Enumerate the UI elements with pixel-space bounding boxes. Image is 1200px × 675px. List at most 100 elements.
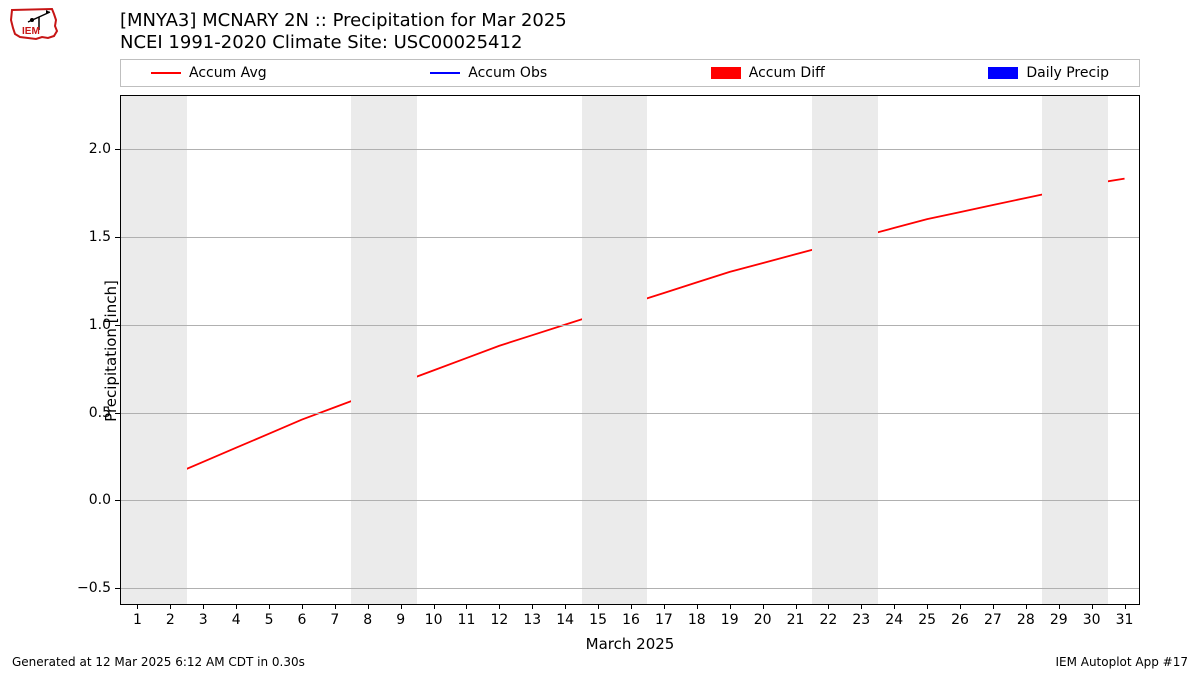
x-tick-label: 2 [166,612,175,628]
x-tick-mark [368,604,369,609]
x-tick-label: 28 [1017,612,1035,628]
x-tick-mark [763,604,764,609]
x-tick-mark [796,604,797,609]
x-tick-label: 18 [688,612,706,628]
gridline [121,325,1139,326]
legend-item: Daily Precip [988,65,1109,81]
x-tick-label: 6 [297,612,306,628]
x-tick-label: 26 [951,612,969,628]
x-tick-mark [664,604,665,609]
gridline [121,500,1139,501]
legend-item: Accum Obs [430,65,547,81]
x-tick-label: 16 [622,612,640,628]
x-tick-mark [137,604,138,609]
x-tick-mark [927,604,928,609]
x-tick-mark [730,604,731,609]
x-tick-label: 24 [885,612,903,628]
x-tick-mark [1026,604,1027,609]
chart-title-line2: NCEI 1991-2020 Climate Site: USC00025412 [120,32,567,54]
x-tick-mark [565,604,566,609]
chart-title-block: [MNYA3] MCNARY 2N :: Precipitation for M… [120,10,567,53]
x-tick-label: 21 [787,612,805,628]
x-tick-label: 5 [265,612,274,628]
iem-logo: IEM [8,4,62,54]
x-tick-label: 14 [556,612,574,628]
y-tick-label: 2.0 [89,141,111,157]
x-tick-label: 1 [133,612,142,628]
x-tick-label: 12 [490,612,508,628]
y-tick-label: 1.5 [89,229,111,245]
x-tick-label: 15 [589,612,607,628]
x-tick-label: 19 [721,612,739,628]
x-tick-label: 7 [330,612,339,628]
y-tick-mark [115,237,121,238]
x-tick-label: 27 [984,612,1002,628]
chart-legend: Accum Avg Accum Obs Accum Diff Daily Precip [120,59,1140,87]
x-tick-mark [302,604,303,609]
weekend-band [121,96,187,604]
x-tick-label: 4 [232,612,241,628]
gridline [121,149,1139,150]
x-tick-label: 29 [1050,612,1068,628]
y-tick-mark [115,149,121,150]
x-tick-label: 3 [199,612,208,628]
x-tick-mark [170,604,171,609]
x-tick-label: 23 [852,612,870,628]
x-axis-label: March 2025 [586,635,675,653]
x-tick-label: 9 [396,612,405,628]
x-tick-label: 30 [1083,612,1101,628]
gridline [121,237,1139,238]
x-tick-label: 20 [754,612,772,628]
x-tick-mark [335,604,336,609]
legend-label: Accum Obs [468,65,547,81]
legend-item: Accum Diff [711,65,825,81]
x-tick-label: 22 [819,612,837,628]
legend-line-icon [151,72,181,74]
x-tick-label: 11 [458,612,476,628]
x-tick-mark [203,604,204,609]
x-tick-mark [894,604,895,609]
legend-line-icon [430,72,460,74]
x-tick-label: 31 [1116,612,1134,628]
legend-patch-icon [988,67,1018,79]
x-tick-mark [697,604,698,609]
y-tick-mark [115,500,121,501]
x-tick-mark [828,604,829,609]
y-axis-label: Precipitation [inch] [102,280,120,422]
x-tick-mark [861,604,862,609]
x-tick-mark [401,604,402,609]
x-tick-mark [434,604,435,609]
footer-app-text: IEM Autoplot App #17 [1055,655,1188,669]
weekend-band [351,96,417,604]
legend-label: Accum Diff [749,65,825,81]
y-tick-label: −0.5 [77,580,111,596]
gridline [121,588,1139,589]
x-tick-mark [269,604,270,609]
x-tick-label: 13 [523,612,541,628]
x-tick-label: 10 [425,612,443,628]
svg-text:IEM: IEM [22,26,40,37]
x-tick-label: 8 [363,612,372,628]
gridline [121,413,1139,414]
legend-item: Accum Avg [151,65,267,81]
x-tick-label: 25 [918,612,936,628]
footer-generated-text: Generated at 12 Mar 2025 6:12 AM CDT in … [12,655,305,669]
x-tick-mark [499,604,500,609]
x-tick-mark [466,604,467,609]
x-tick-mark [1059,604,1060,609]
x-tick-label: 17 [655,612,673,628]
x-tick-mark [532,604,533,609]
x-tick-mark [1125,604,1126,609]
y-tick-label: 0.0 [89,492,111,508]
x-tick-mark [960,604,961,609]
chart-plot-area: −0.50.00.51.01.52.0123456789101112131415… [120,95,1140,605]
x-tick-mark [236,604,237,609]
y-tick-mark [115,588,121,589]
chart-title-line1: [MNYA3] MCNARY 2N :: Precipitation for M… [120,10,567,32]
weekend-band [582,96,648,604]
x-tick-mark [993,604,994,609]
weekend-band [1042,96,1108,604]
x-tick-mark [1092,604,1093,609]
weekend-band [812,96,878,604]
legend-patch-icon [711,67,741,79]
